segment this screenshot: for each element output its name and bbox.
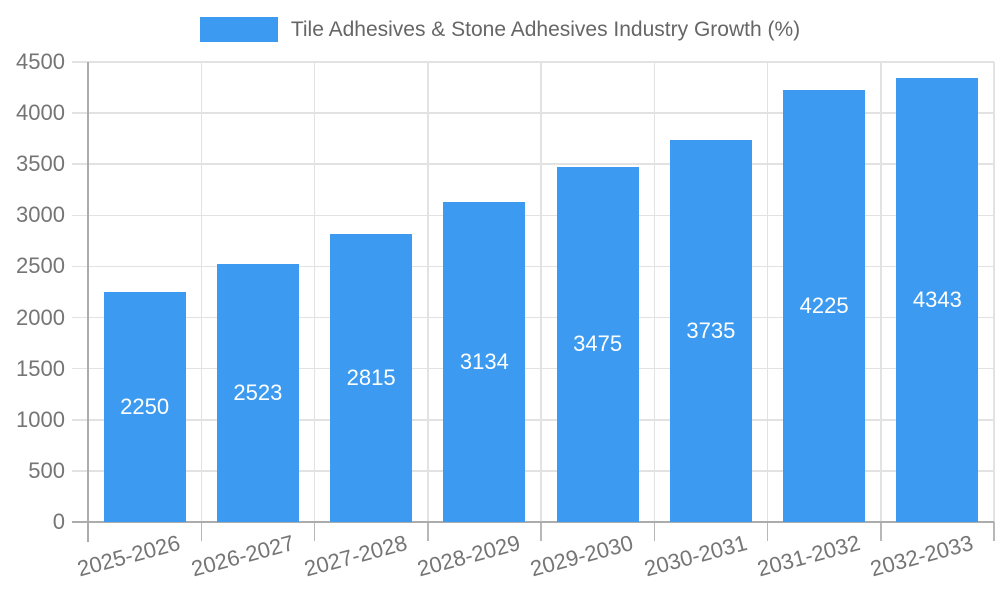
- y-gridline: [72, 419, 994, 421]
- x-axis-label: 2026-2027: [188, 530, 297, 582]
- x-axis-label: 2032-2033: [867, 530, 976, 582]
- x-axis-label: 2027-2028: [301, 530, 410, 582]
- x-gridline: [540, 62, 542, 522]
- y-axis-label: 0: [52, 509, 65, 534]
- bar-value-label: 2815: [346, 365, 396, 391]
- bar-value-label: 4343: [912, 287, 962, 313]
- x-axis-line: [72, 521, 994, 523]
- legend-swatch-icon[interactable]: [199, 17, 278, 42]
- y-axis-label: 500: [28, 457, 65, 483]
- y-gridline: [72, 163, 994, 165]
- y-axis-label: 2500: [16, 253, 65, 279]
- x-axis-tick: [993, 522, 995, 541]
- chart-legend[interactable]: Tile Adhesives & Stone Adhesives Industr…: [0, 17, 1000, 42]
- y-gridline: [72, 61, 994, 63]
- y-axis-label: 4000: [16, 100, 65, 126]
- y-gridline: [72, 367, 994, 370]
- x-axis-tick: [766, 522, 769, 541]
- bar-value-label: 2523: [233, 380, 283, 406]
- x-axis-tick: [540, 522, 542, 541]
- x-axis-label: 2029-2030: [527, 530, 637, 582]
- bar-value-label: 3134: [459, 348, 509, 374]
- y-axis-line: [87, 62, 89, 542]
- x-axis-tick: [200, 522, 202, 541]
- x-axis-label: 2028-2029: [414, 530, 523, 582]
- x-axis-label: 2025-2026: [74, 530, 184, 582]
- bar-value-label: 3475: [573, 331, 623, 357]
- bar-value-label: 4225: [799, 293, 849, 319]
- bar[interactable]: 2250: [103, 292, 186, 522]
- x-axis-tick: [313, 522, 316, 541]
- x-axis-label: 2030-2031: [641, 530, 750, 582]
- legend-label: Tile Adhesives & Stone Adhesives Industr…: [290, 18, 801, 41]
- y-gridline: [72, 316, 994, 319]
- bar-value-label: 2250: [120, 394, 170, 419]
- x-gridline: [880, 62, 882, 522]
- y-axis-label: 3500: [16, 151, 65, 177]
- x-gridline: [427, 62, 429, 522]
- y-axis-label: 1500: [16, 355, 65, 381]
- y-gridline: [72, 214, 994, 217]
- bar[interactable]: 2815: [330, 234, 413, 522]
- x-gridline: [766, 62, 769, 522]
- bar[interactable]: 4343: [896, 78, 979, 522]
- x-gridline: [200, 62, 202, 522]
- bar[interactable]: 3475: [556, 166, 639, 522]
- x-axis-label: 2031-2032: [754, 530, 863, 582]
- y-axis-label: 3000: [16, 202, 65, 228]
- y-axis-label: 4500: [16, 49, 65, 74]
- bar[interactable]: 2523: [216, 264, 299, 522]
- bar[interactable]: 4225: [783, 90, 866, 522]
- y-axis-label: 2000: [16, 304, 65, 330]
- y-gridline: [72, 112, 994, 114]
- x-gridline: [313, 62, 316, 522]
- x-axis-tick: [427, 522, 429, 541]
- x-gridline: [653, 62, 655, 522]
- bar[interactable]: 3134: [443, 201, 526, 522]
- x-gridline: [993, 62, 995, 522]
- y-axis-label: 1000: [16, 406, 65, 432]
- x-axis-tick: [880, 522, 882, 541]
- x-axis-tick: [653, 522, 655, 541]
- y-gridline: [72, 470, 994, 472]
- bar[interactable]: 3735: [669, 140, 752, 522]
- y-gridline: [72, 265, 994, 268]
- bar-value-label: 3735: [686, 318, 736, 344]
